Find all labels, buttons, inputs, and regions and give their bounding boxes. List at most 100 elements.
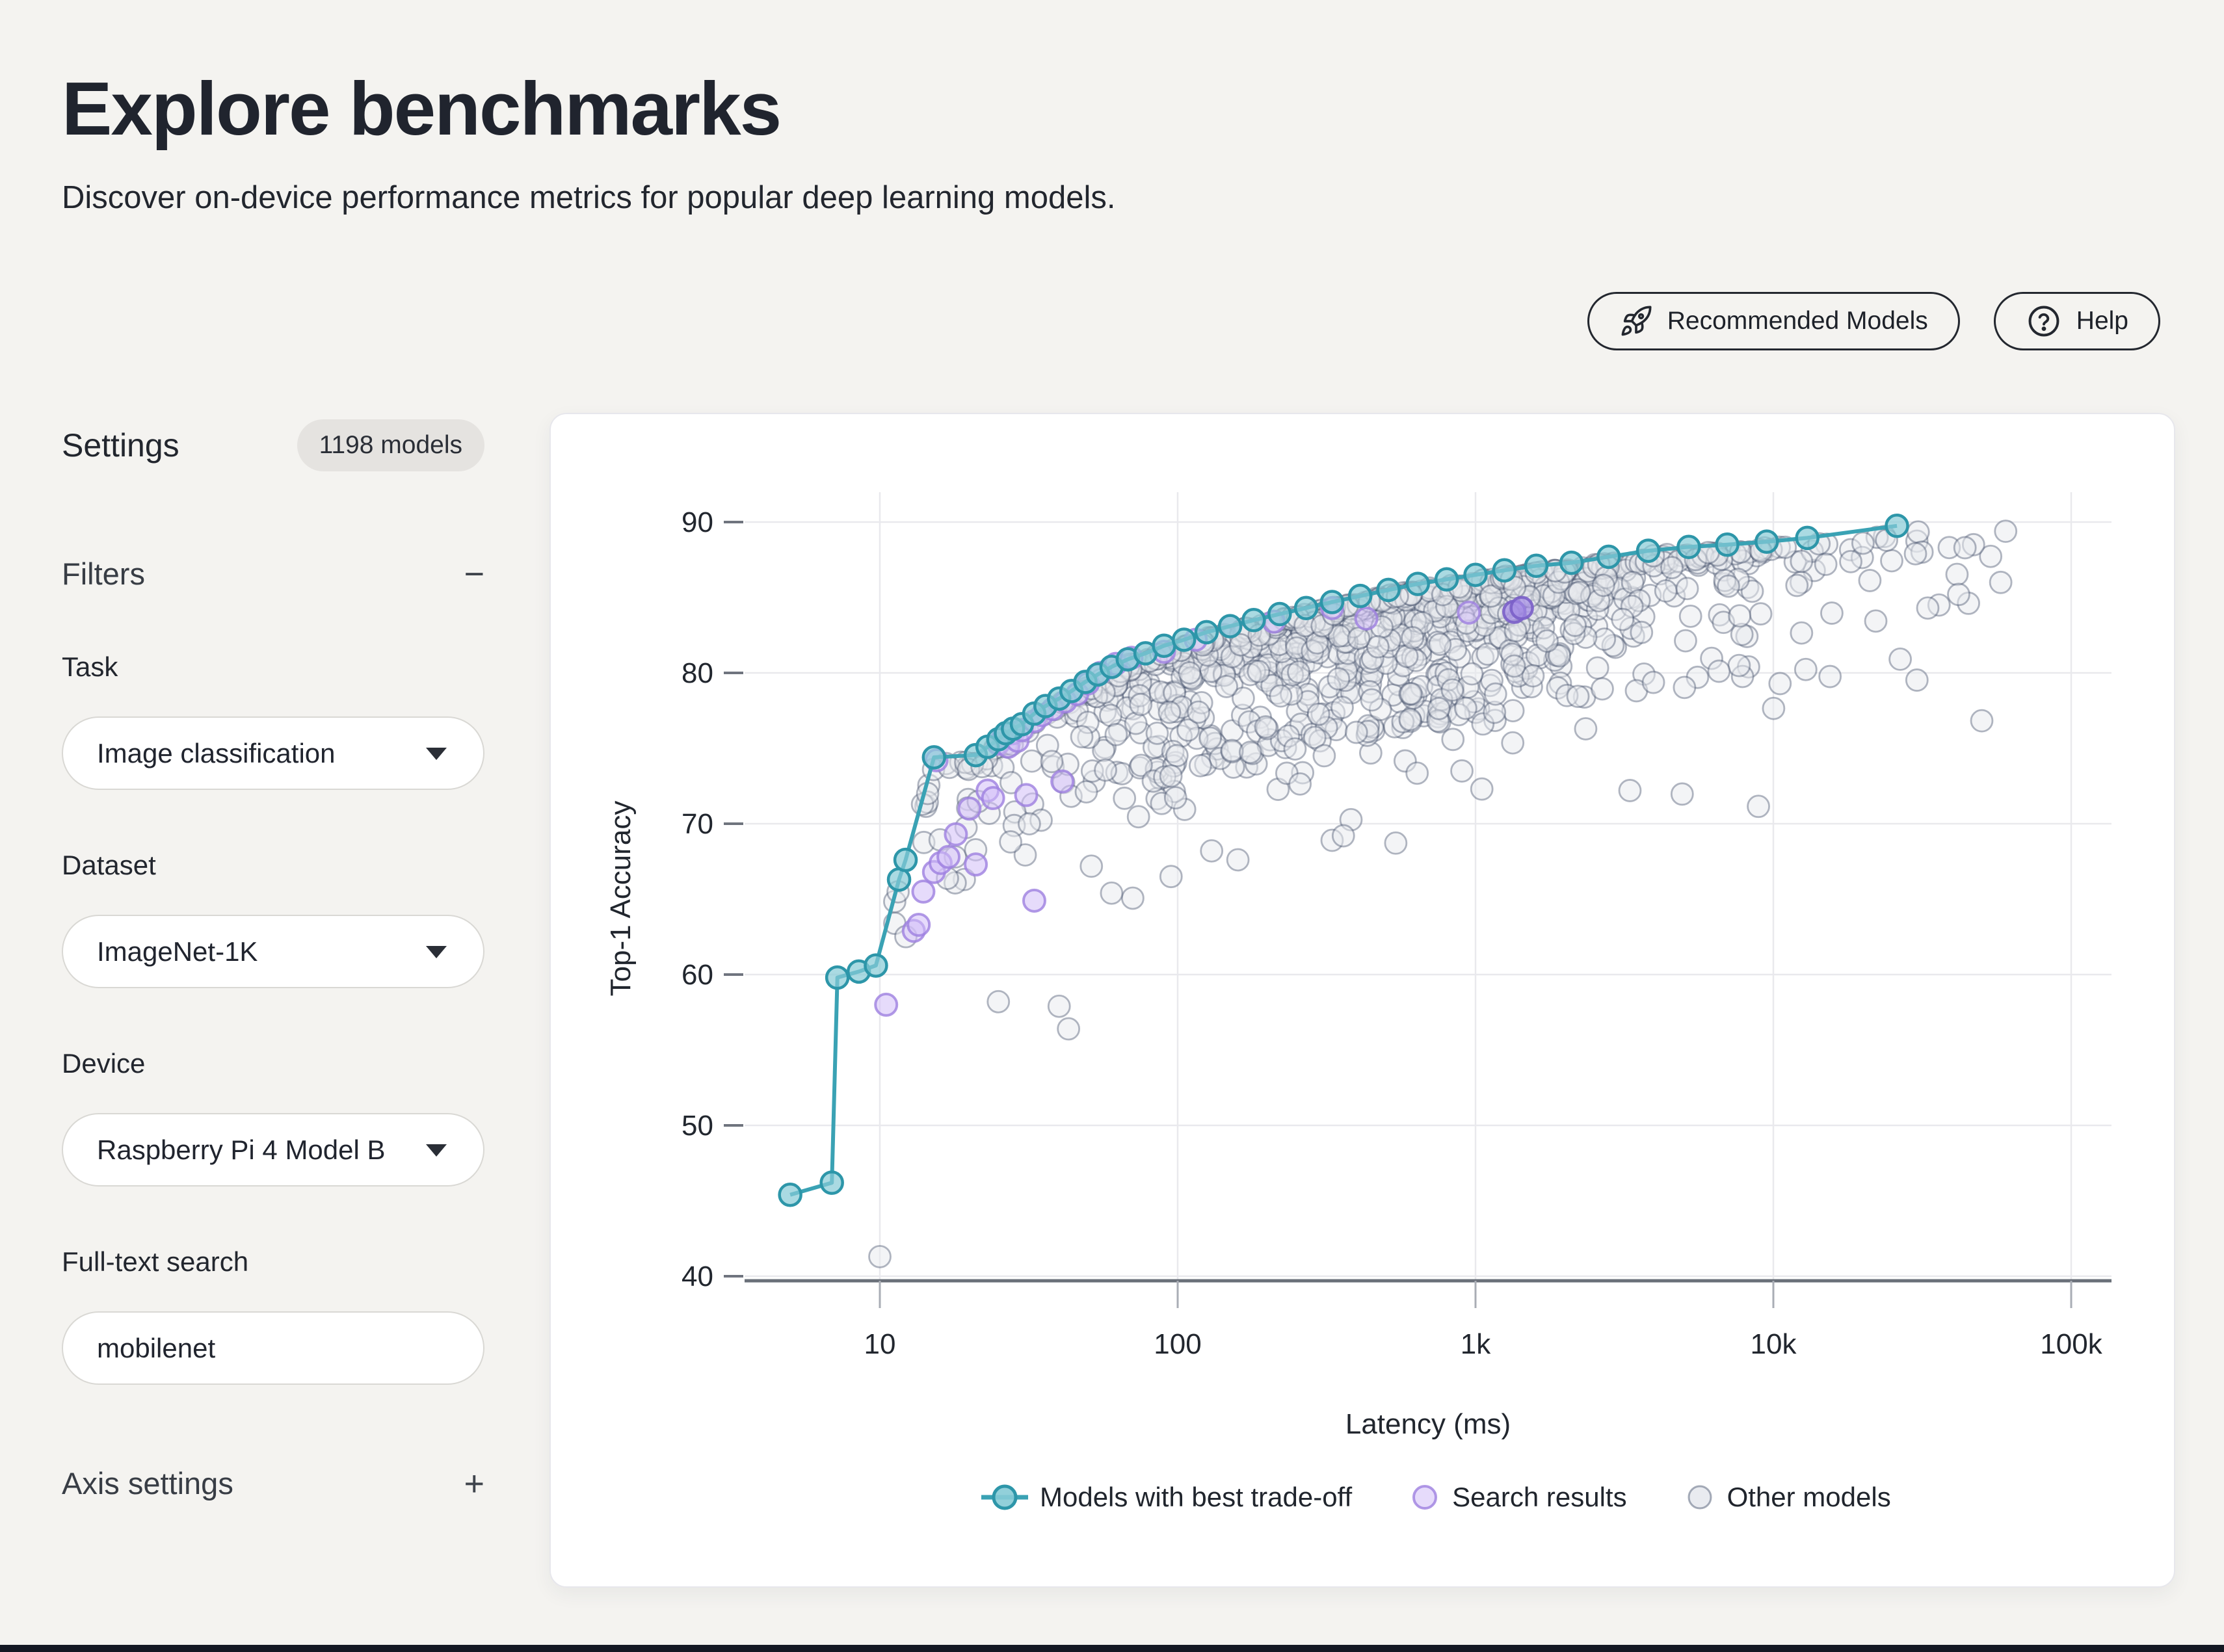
other-model-point[interactable] <box>1094 758 1117 782</box>
other-model-point[interactable] <box>1476 642 1500 666</box>
search-result-point[interactable] <box>1022 888 1046 913</box>
other-model-point[interactable] <box>1344 720 1368 744</box>
search-result-point[interactable] <box>964 852 988 877</box>
other-model-point[interactable] <box>1450 759 1474 783</box>
search-result-highlight-point[interactable] <box>1509 596 1534 620</box>
axis-settings-section-header[interactable]: Axis settings + <box>62 1465 484 1501</box>
other-model-point[interactable] <box>1591 677 1614 701</box>
other-model-point[interactable] <box>1312 744 1336 768</box>
dataset-select[interactable]: ImageNet-1K <box>62 915 484 988</box>
other-model-point[interactable] <box>1641 670 1665 694</box>
tradeoff-model-point[interactable] <box>864 953 888 978</box>
other-model-point[interactable] <box>1163 786 1187 810</box>
tradeoff-model-point[interactable] <box>1676 534 1701 560</box>
other-model-point[interactable] <box>1880 549 1903 573</box>
other-model-point[interactable] <box>1247 659 1271 683</box>
other-model-point[interactable] <box>1017 812 1041 836</box>
other-model-point[interactable] <box>1858 569 1882 592</box>
other-model-point[interactable] <box>1165 744 1189 768</box>
tradeoff-model-point[interactable] <box>893 847 918 872</box>
tradeoff-model-point[interactable] <box>1524 553 1549 579</box>
other-model-point[interactable] <box>1113 786 1137 810</box>
other-model-point[interactable] <box>1188 754 1212 778</box>
other-model-point[interactable] <box>986 990 1011 1014</box>
other-model-point[interactable] <box>1129 692 1153 716</box>
other-model-point[interactable] <box>1099 703 1122 728</box>
tradeoff-model-point[interactable] <box>1795 525 1820 551</box>
other-model-point[interactable] <box>1611 607 1635 631</box>
other-model-point[interactable] <box>1747 794 1770 819</box>
other-model-point[interactable] <box>1994 519 2018 544</box>
other-model-point[interactable] <box>1399 682 1423 705</box>
other-model-point[interactable] <box>1768 672 1792 696</box>
other-model-point[interactable] <box>1440 678 1464 702</box>
other-model-point[interactable] <box>1121 886 1145 910</box>
other-model-point[interactable] <box>1785 573 1809 597</box>
other-model-point[interactable] <box>1521 664 1545 688</box>
other-model-point[interactable] <box>1618 779 1642 802</box>
search-result-point[interactable] <box>911 879 936 904</box>
other-model-point[interactable] <box>1673 675 1697 700</box>
other-model-point[interactable] <box>1238 741 1262 765</box>
task-select[interactable]: Image classification <box>62 716 484 790</box>
other-model-point[interactable] <box>1630 620 1654 644</box>
other-model-point[interactable] <box>1327 667 1351 691</box>
other-model-point[interactable] <box>1228 633 1252 657</box>
tradeoff-model-point[interactable] <box>1319 590 1345 614</box>
other-model-point[interactable] <box>1501 731 1525 755</box>
other-model-point[interactable] <box>1916 596 1940 620</box>
legend-item-search-results[interactable]: Search results <box>1408 1480 1627 1514</box>
other-model-point[interactable] <box>1100 881 1124 905</box>
other-model-point[interactable] <box>1818 664 1842 688</box>
other-model-point[interactable] <box>1200 839 1224 863</box>
other-model-point[interactable] <box>1070 725 1094 749</box>
other-model-point[interactable] <box>1384 831 1408 855</box>
other-model-point[interactable] <box>1288 772 1312 796</box>
tradeoff-model-point[interactable] <box>819 1170 844 1195</box>
other-model-point[interactable] <box>1727 653 1751 677</box>
tradeoff-model-point[interactable] <box>1492 558 1517 583</box>
other-model-point[interactable] <box>1176 718 1200 742</box>
search-result-point[interactable] <box>1014 783 1039 807</box>
other-model-point[interactable] <box>1159 764 1183 788</box>
other-model-point[interactable] <box>1158 700 1182 724</box>
recommended-models-button[interactable]: Recommended Models <box>1587 292 1960 350</box>
other-model-point[interactable] <box>1303 726 1327 750</box>
other-model-point[interactable] <box>1366 635 1390 659</box>
legend-item-other-models[interactable]: Other models <box>1683 1480 1891 1514</box>
other-model-point[interactable] <box>1654 579 1678 603</box>
other-model-point[interactable] <box>1945 562 1969 586</box>
other-model-point[interactable] <box>1360 688 1384 712</box>
tradeoff-model-point[interactable] <box>1293 596 1319 620</box>
tradeoff-model-point[interactable] <box>1635 538 1661 563</box>
other-model-point[interactable] <box>1460 662 1484 686</box>
device-select[interactable]: Raspberry Pi 4 Model B <box>62 1113 484 1187</box>
other-model-point[interactable] <box>1563 613 1587 637</box>
tradeoff-model-point[interactable] <box>1405 571 1430 596</box>
search-result-point[interactable] <box>944 822 968 846</box>
other-model-point[interactable] <box>1567 581 1591 605</box>
other-model-point[interactable] <box>1670 782 1694 806</box>
other-model-point[interactable] <box>1401 626 1425 649</box>
other-model-point[interactable] <box>1839 549 1862 573</box>
other-model-point[interactable] <box>1794 657 1818 681</box>
search-result-point[interactable] <box>1354 606 1379 631</box>
fulltext-search-input[interactable] <box>97 1332 449 1364</box>
other-model-point[interactable] <box>1306 702 1330 726</box>
other-model-point[interactable] <box>1820 601 1844 625</box>
other-model-point[interactable] <box>1851 531 1875 555</box>
other-model-point[interactable] <box>1947 583 1970 607</box>
filters-section-header[interactable]: Filters − <box>62 556 484 592</box>
other-model-point[interactable] <box>1287 660 1310 684</box>
other-model-point[interactable] <box>1126 805 1150 829</box>
tradeoff-model-point[interactable] <box>1559 550 1584 575</box>
other-model-point[interactable] <box>1198 726 1223 750</box>
other-model-point[interactable] <box>1347 626 1371 650</box>
other-model-point[interactable] <box>1283 737 1307 761</box>
tradeoff-model-point[interactable] <box>1885 514 1909 538</box>
search-result-point[interactable] <box>907 912 931 937</box>
other-model-point[interactable] <box>1428 633 1452 657</box>
other-model-point[interactable] <box>1535 629 1559 653</box>
other-model-point[interactable] <box>1013 843 1037 867</box>
other-model-point[interactable] <box>1717 574 1740 598</box>
